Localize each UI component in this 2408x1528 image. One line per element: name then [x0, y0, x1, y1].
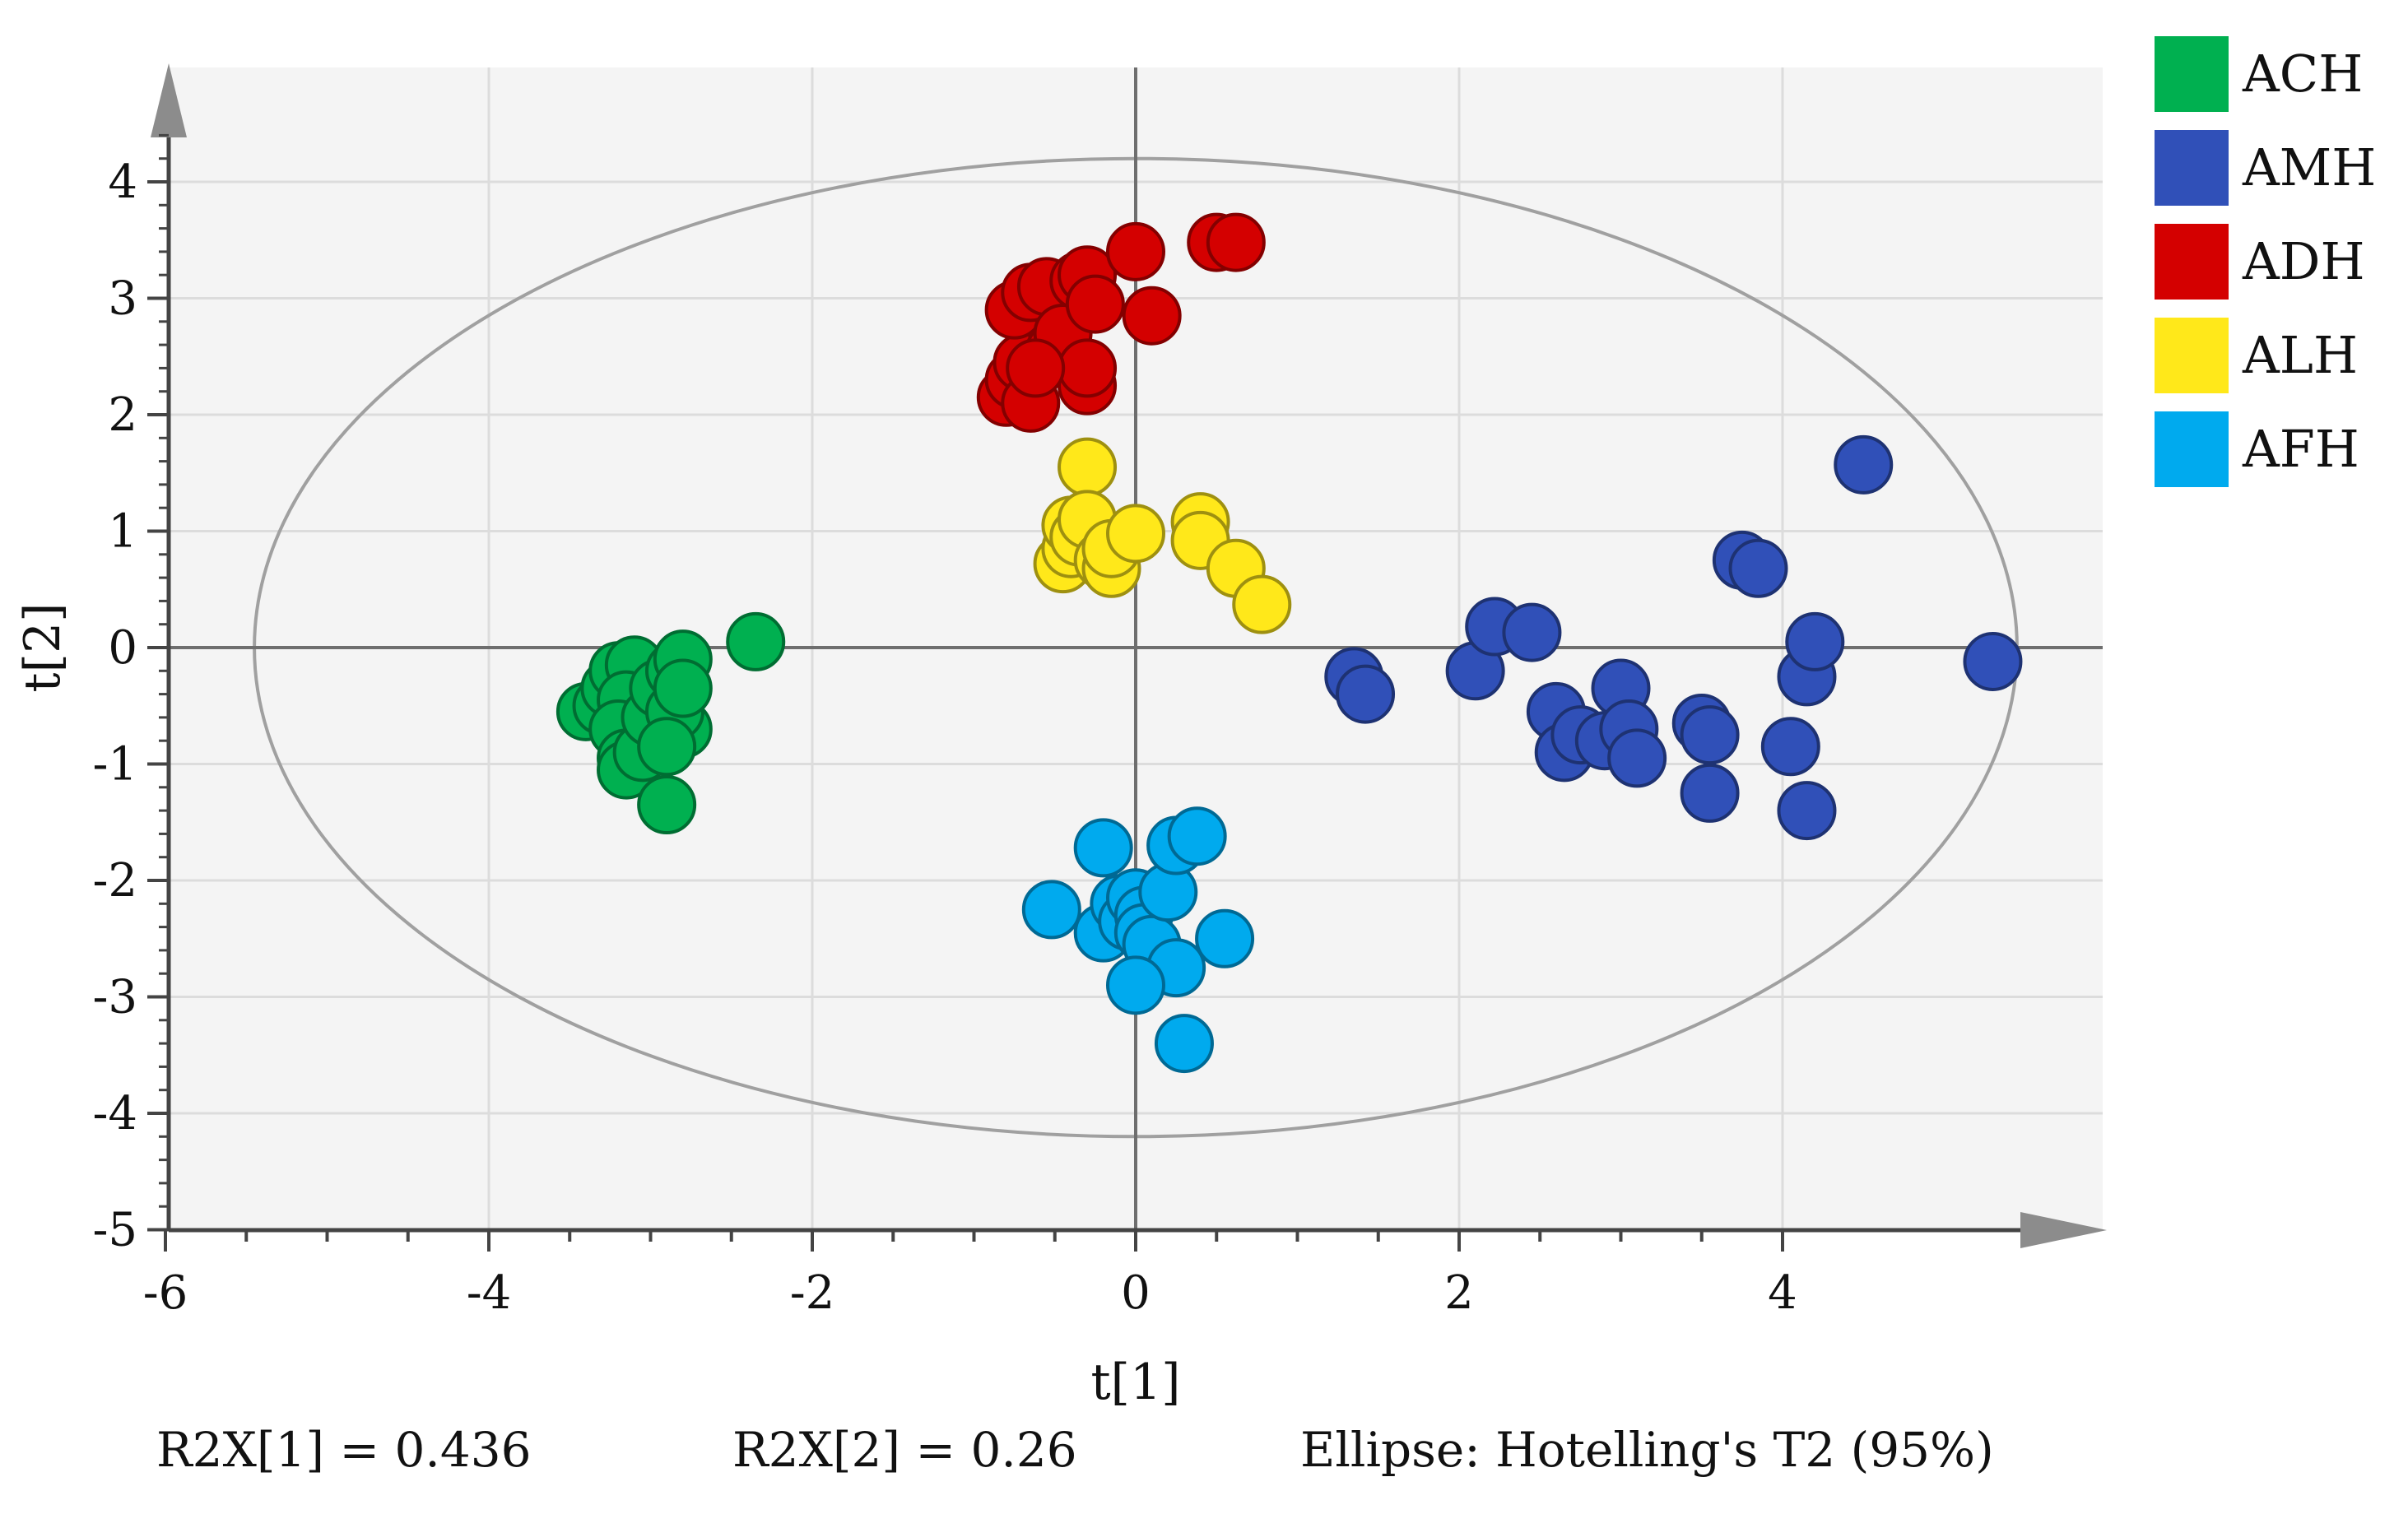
- point-alh: [1106, 504, 1165, 564]
- legend-label-afh: AFH: [2242, 419, 2359, 479]
- series-adh: [976, 212, 1266, 433]
- legend-swatch-alh: [2155, 318, 2229, 393]
- point-alh: [1232, 574, 1292, 634]
- y-tick-label: 1: [108, 505, 137, 559]
- point-afh: [1167, 806, 1227, 866]
- point-ach: [637, 775, 697, 835]
- series-alh: [1033, 437, 1292, 634]
- y-tick-label: 0: [108, 621, 137, 675]
- point-amh: [1680, 705, 1740, 765]
- point-adh: [1122, 286, 1182, 346]
- tick-labels: -6 -4 -2 0 2 4 4 3 2 1 0 -1 -2 -3 -4 -5: [92, 156, 1797, 1320]
- point-adh: [1065, 274, 1125, 334]
- legend-label-adh: ADH: [2242, 231, 2365, 291]
- point-amh: [1963, 631, 2023, 691]
- x-tick-label: 4: [1768, 1266, 1797, 1320]
- series-amh: [1324, 434, 2023, 841]
- x-tick-label: 2: [1444, 1266, 1474, 1320]
- point-ach: [653, 658, 713, 718]
- point-ach: [726, 611, 786, 671]
- point-ach: [637, 717, 697, 777]
- y-tick-label: -5: [92, 1204, 137, 1257]
- point-amh: [1728, 538, 1788, 598]
- x-axis-title: t[1]: [1090, 1354, 1180, 1411]
- point-amh: [1607, 728, 1667, 788]
- legend-label-amh: AMH: [2242, 137, 2376, 197]
- point-alh: [1058, 437, 1118, 497]
- legend-swatch-amh: [2155, 130, 2229, 206]
- point-afh: [1195, 908, 1255, 968]
- point-amh: [1777, 781, 1837, 841]
- legend: ACH AMH ADH ALH AFH: [2155, 36, 2376, 487]
- series-afh: [1021, 806, 1255, 1074]
- point-afh: [1154, 1014, 1214, 1074]
- point-amh: [1502, 602, 1562, 662]
- x-tick-label: -6: [143, 1266, 188, 1320]
- point-afh: [1106, 955, 1165, 1015]
- y-axis-arrow: [151, 63, 187, 137]
- y-axis-title: t[2]: [14, 602, 72, 692]
- r2x1-label: R2X[1] = 0.436: [156, 1422, 532, 1478]
- y-tick-label: -2: [92, 854, 137, 908]
- x-tick-label: -4: [467, 1266, 512, 1320]
- point-afh: [1021, 880, 1081, 940]
- point-adh: [1106, 221, 1165, 281]
- y-tick-label: -1: [92, 738, 137, 792]
- point-amh: [1785, 611, 1845, 671]
- y-tick-label: 4: [108, 156, 137, 209]
- x-axis-arrow: [2020, 1212, 2107, 1248]
- y-tick-label: 2: [108, 388, 137, 442]
- point-afh: [1073, 818, 1133, 878]
- ellipse-label: Ellipse: Hotelling's T2 (95%): [1300, 1422, 1994, 1478]
- data-points: [556, 212, 2023, 1074]
- x-tick-label: 0: [1121, 1266, 1151, 1320]
- point-amh: [1680, 763, 1740, 823]
- point-amh: [1336, 664, 1396, 724]
- point-adh: [1206, 212, 1266, 272]
- point-amh: [1760, 717, 1820, 777]
- point-adh: [1006, 338, 1066, 398]
- y-tick-label: -3: [92, 971, 137, 1024]
- legend-swatch-afh: [2155, 411, 2229, 487]
- point-amh: [1834, 434, 1894, 495]
- r2x2-label: R2X[2] = 0.26: [732, 1422, 1077, 1478]
- y-tick-label: 3: [108, 272, 137, 326]
- legend-label-ach: ACH: [2242, 44, 2363, 104]
- y-tick-label: -4: [92, 1087, 137, 1140]
- series-ach: [556, 611, 786, 835]
- legend-label-alh: ALH: [2242, 325, 2358, 385]
- legend-swatch-ach: [2155, 36, 2229, 112]
- x-tick-label: -2: [790, 1266, 835, 1320]
- legend-swatch-adh: [2155, 224, 2229, 300]
- point-adh: [1058, 338, 1118, 398]
